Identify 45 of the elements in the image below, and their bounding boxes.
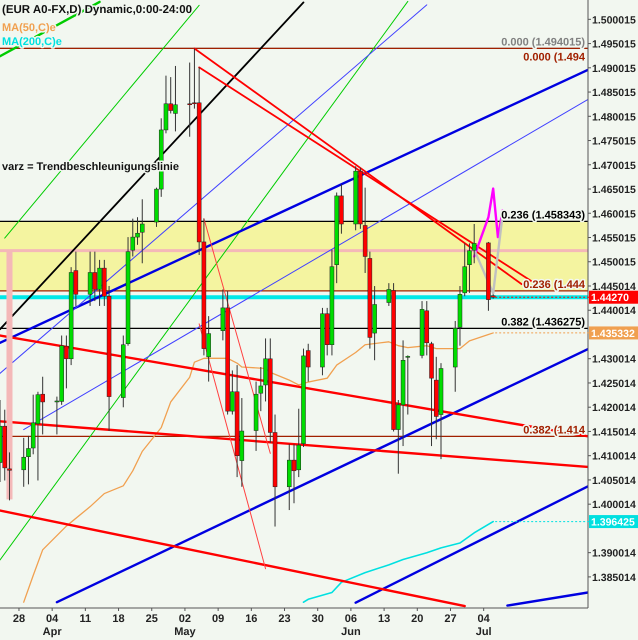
y-tick-label: 1.425014 [592,378,636,390]
y-tick-label: 1.485015 [592,87,636,100]
annotation: 1.396425 [591,516,635,529]
x-tick-label: 11 [80,613,92,625]
x-tick-label: 25 [146,613,158,625]
y-tick-label: 1.405014 [592,474,636,487]
y-tick-label: 1.390014 [592,548,636,560]
x-tick-label: 04 Jul [476,613,492,638]
y-tick-label: 1.445014 [592,280,636,293]
y-tick-label: 1.490015 [592,62,636,75]
x-tick-label: 23 [278,613,291,625]
y-tick-label: 1.400014 [592,499,636,512]
y-tick-label: 1.465015 [592,184,636,196]
x-tick-label: 06 Jun [341,613,361,638]
x-tick-label: 02 May [174,613,197,638]
ref-line-label: 0.000 (1.494 [523,51,586,64]
y-tick-label: 1.460015 [592,208,636,220]
y-tick-label: 1.495015 [592,38,636,51]
y-tick-label: 1.475015 [592,136,636,148]
x-tick-label: 04 Apr [42,613,62,638]
y-tick-label: 1.410014 [592,450,636,463]
x-tick-label: 20 [411,613,424,625]
chart-title: (EUR A0-FX,D) Dynamic,0:00-24:00 [2,4,192,16]
ref-line-label: 0.000 (1.494015) [501,36,586,48]
x-tick-label: 27 [444,613,457,625]
y-tick-label: 1.470015 [592,160,636,172]
y-tick-label: 1.415014 [592,426,636,438]
y-tick-label: 1.455015 [592,232,636,245]
ref-line-label: 0.382 (1.436275) [501,316,586,328]
y-tick-label: 1.420014 [592,402,636,414]
x-tick-label: 18 [112,613,125,625]
x-tick-label: 09 [212,613,224,625]
x-tick-label: 28 [12,613,26,625]
y-tick-label: 1.450015 [592,256,636,269]
annotation: 1.435332 [591,328,635,340]
y-tick-label: 1.430014 [592,354,636,366]
x-tick-label: 13 [378,613,390,625]
x-tick-label: 30 [312,613,324,625]
y-tick-label: 1.385014 [592,572,636,584]
ref-line-label: 0.236 (1.458343) [501,209,586,222]
y-tick-label: 1.440014 [592,305,636,318]
annotation: 1.44270 [591,292,630,304]
y-tick-label: 1.480015 [592,111,636,124]
y-tick-label: 1.500015 [592,14,636,26]
x-tick-label: 16 [245,613,258,625]
